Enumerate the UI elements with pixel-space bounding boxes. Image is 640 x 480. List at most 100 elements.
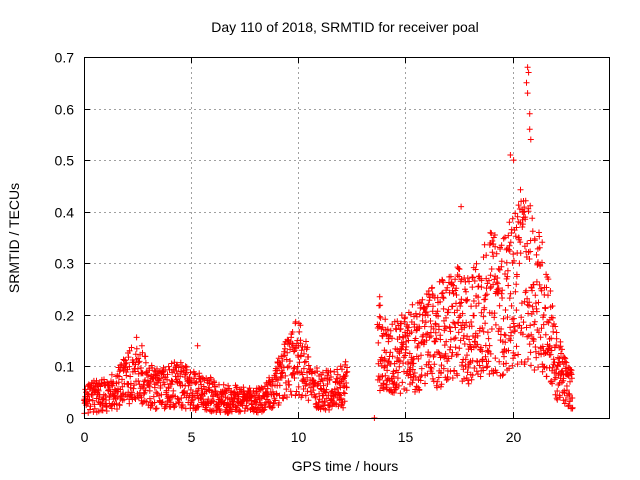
data-point (329, 403, 335, 410)
data-point (511, 257, 517, 264)
y-tick-label: 0.1 (55, 359, 75, 375)
data-point (517, 239, 524, 246)
data-point (488, 326, 495, 332)
data-point (529, 287, 536, 294)
data-point (517, 186, 524, 193)
data-point (391, 389, 397, 396)
data-point (486, 342, 493, 349)
data-point (566, 398, 573, 405)
data-point (435, 374, 442, 381)
data-point (305, 362, 312, 369)
data-point (545, 319, 552, 326)
data-point (123, 372, 130, 379)
data-point (509, 362, 516, 369)
data-point (528, 362, 534, 369)
data-point (498, 258, 505, 265)
data-point (449, 303, 456, 310)
data-point (168, 381, 175, 388)
data-point (396, 350, 403, 357)
data-point (488, 230, 495, 237)
data-point (443, 338, 450, 345)
data-point (442, 350, 449, 357)
data-point (518, 198, 525, 205)
data-point (165, 363, 172, 370)
data-point (119, 376, 125, 383)
data-point (387, 327, 394, 334)
y-tick-label: 0.4 (55, 205, 75, 221)
data-point (170, 387, 177, 394)
data-point (537, 334, 544, 341)
data-point (524, 240, 531, 247)
data-point (557, 394, 563, 401)
data-point (384, 362, 391, 369)
data-point (482, 353, 489, 360)
data-point (183, 366, 190, 373)
data-point (514, 213, 521, 220)
data-point (334, 371, 341, 378)
data-point (142, 359, 149, 366)
data-point (526, 110, 533, 117)
data-point (341, 398, 348, 405)
data-point (179, 401, 186, 408)
data-point (264, 390, 271, 397)
data-point (529, 228, 536, 235)
data-point (430, 303, 436, 310)
chart-title: Day 110 of 2018, SRMTID for receiver poa… (211, 19, 478, 35)
data-point (553, 329, 560, 336)
data-point (422, 380, 428, 387)
data-point (157, 382, 164, 389)
data-point (403, 387, 410, 394)
data-point (103, 397, 110, 403)
data-point (514, 361, 521, 368)
data-point (416, 387, 423, 394)
data-point (451, 367, 458, 374)
data-point (287, 388, 294, 395)
data-point (236, 407, 243, 414)
data-point (503, 360, 510, 367)
data-point (409, 379, 416, 386)
data-point (562, 355, 569, 362)
data-point (299, 371, 306, 378)
data-point (491, 310, 498, 317)
data-point (97, 383, 104, 390)
data-point (513, 307, 520, 314)
data-point (443, 377, 450, 383)
data-point (288, 391, 295, 398)
data-point (403, 343, 410, 350)
data-point (139, 349, 146, 356)
data-point (344, 368, 351, 375)
data-point (409, 366, 416, 373)
data-point (531, 367, 538, 373)
data-point (422, 319, 429, 326)
data-point (540, 363, 547, 370)
data-point (178, 404, 185, 411)
data-point (191, 370, 198, 377)
data-point (548, 347, 555, 354)
data-point (444, 284, 451, 291)
data-point (454, 372, 461, 379)
data-points (81, 64, 576, 421)
data-point (437, 336, 444, 343)
data-point (510, 251, 517, 258)
data-point (113, 400, 120, 407)
data-point (487, 350, 494, 357)
data-point (474, 332, 481, 339)
data-point (507, 239, 514, 246)
data-point (432, 321, 439, 328)
data-point (454, 307, 461, 314)
data-point (469, 372, 476, 379)
data-point (549, 380, 556, 387)
data-point (557, 343, 564, 350)
data-point (524, 64, 531, 71)
data-point (339, 366, 345, 373)
data-point (449, 349, 456, 356)
data-point (179, 382, 186, 389)
data-point (447, 328, 454, 335)
data-point (138, 394, 145, 401)
data-point (284, 364, 291, 371)
data-point (500, 371, 507, 378)
data-point (409, 301, 416, 308)
data-point (116, 402, 123, 409)
data-point (175, 396, 182, 403)
data-point (547, 351, 554, 358)
